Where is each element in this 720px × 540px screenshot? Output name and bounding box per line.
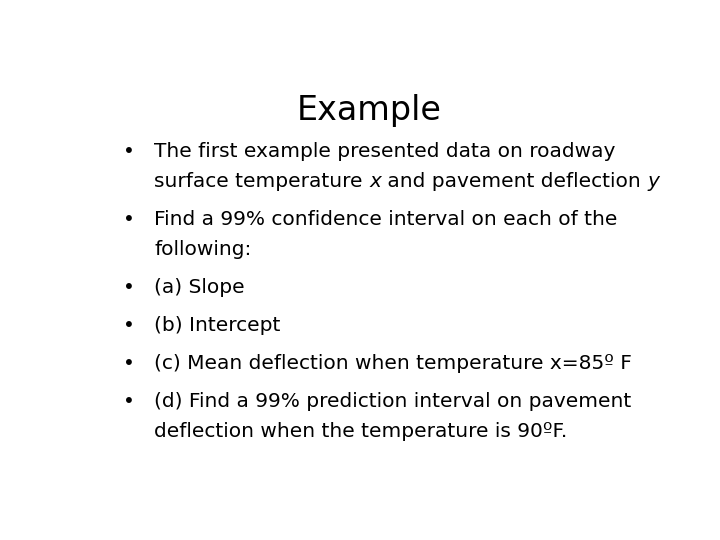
Text: (b) Intercept: (b) Intercept: [154, 316, 281, 335]
Text: The first example presented data on roadway: The first example presented data on road…: [154, 141, 616, 161]
Text: (d) Find a 99% prediction interval on pavement: (d) Find a 99% prediction interval on pa…: [154, 392, 631, 410]
Text: (a) Slope: (a) Slope: [154, 278, 245, 297]
Text: •: •: [123, 141, 135, 161]
Text: (c) Mean deflection when temperature x=85º F: (c) Mean deflection when temperature x=8…: [154, 354, 632, 373]
Text: Find a 99% confidence interval on each of the: Find a 99% confidence interval on each o…: [154, 210, 618, 229]
Text: •: •: [123, 278, 135, 297]
Text: Example: Example: [297, 94, 441, 127]
Text: •: •: [123, 354, 135, 373]
Text: and pavement deflection: and pavement deflection: [381, 172, 647, 191]
Text: •: •: [123, 392, 135, 410]
Text: y: y: [647, 172, 659, 191]
Text: deflection when the temperature is 90ºF.: deflection when the temperature is 90ºF.: [154, 422, 567, 441]
Text: •: •: [123, 316, 135, 335]
Text: following:: following:: [154, 240, 251, 259]
Text: surface temperature: surface temperature: [154, 172, 369, 191]
Text: x: x: [369, 172, 381, 191]
Text: •: •: [123, 210, 135, 229]
